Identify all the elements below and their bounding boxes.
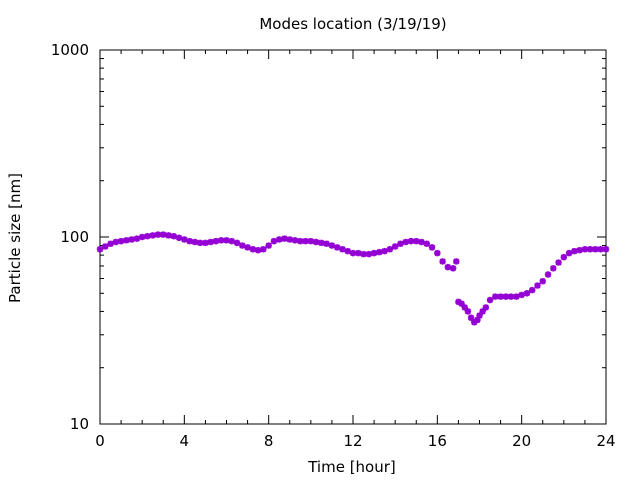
- data-series: [96, 231, 610, 326]
- data-point: [297, 237, 304, 245]
- x-axis-title: Time [hour]: [307, 458, 396, 476]
- data-point: [138, 233, 146, 241]
- data-point: [453, 258, 460, 265]
- data-point: [423, 240, 430, 247]
- data-point: [144, 232, 151, 240]
- data-point: [449, 265, 457, 272]
- x-tick-label: 4: [180, 432, 190, 450]
- x-tick-label: 12: [343, 432, 362, 450]
- y-axis-title: Particle size [nm]: [6, 173, 24, 303]
- data-point: [418, 238, 425, 246]
- x-tick-label: 24: [596, 432, 615, 450]
- data-point: [565, 249, 573, 257]
- data-point: [381, 247, 388, 255]
- y-tick-label: 1000: [51, 41, 89, 59]
- data-point: [391, 243, 399, 250]
- data-point: [544, 271, 552, 278]
- data-point: [397, 240, 404, 247]
- data-point: [307, 237, 315, 245]
- data-point: [318, 239, 325, 247]
- data-point: [344, 247, 351, 255]
- data-point: [333, 244, 341, 251]
- data-point: [233, 239, 241, 247]
- data-point: [513, 293, 520, 300]
- data-point: [96, 246, 104, 253]
- data-point: [323, 240, 330, 247]
- x-tick-label: 0: [95, 432, 105, 450]
- data-point: [228, 237, 235, 245]
- data-point: [560, 253, 568, 261]
- data-point: [191, 238, 199, 246]
- data-point: [386, 246, 394, 253]
- data-point: [117, 237, 125, 245]
- data-point: [486, 296, 494, 304]
- y-tick-label: 10: [70, 415, 89, 433]
- data-point: [482, 304, 490, 311]
- data-point: [328, 242, 336, 249]
- data-point: [270, 237, 278, 245]
- data-point: [265, 242, 272, 249]
- x-axis: 0 4 8 12 16 20 24: [95, 50, 616, 450]
- data-point: [349, 249, 357, 257]
- data-point: [439, 258, 446, 265]
- chart-title: Modes location (3/19/19): [259, 15, 446, 33]
- data-point: [534, 282, 541, 289]
- data-point: [175, 234, 183, 242]
- data-point: [592, 246, 599, 253]
- data-point: [149, 232, 156, 239]
- data-point: [539, 278, 546, 285]
- data-point: [133, 235, 141, 242]
- x-tick-label: 16: [428, 432, 447, 450]
- x-tick-label: 8: [264, 432, 274, 450]
- data-point: [207, 238, 214, 246]
- data-point: [555, 259, 562, 266]
- data-point: [464, 308, 472, 315]
- data-point: [181, 236, 188, 243]
- data-point: [602, 246, 610, 253]
- data-point: [218, 237, 225, 244]
- data-point: [244, 244, 251, 251]
- data-point: [529, 286, 536, 294]
- data-point: [260, 246, 267, 253]
- data-point: [523, 290, 531, 297]
- data-point: [444, 263, 452, 271]
- data-point: [107, 240, 114, 247]
- data-point: [170, 232, 177, 240]
- data-point: [518, 291, 525, 299]
- data-point: [339, 246, 346, 253]
- x-tick-label: 20: [512, 432, 531, 450]
- data-point: [550, 265, 557, 272]
- data-point: [102, 243, 109, 250]
- y-tick-label: 100: [60, 228, 89, 246]
- data-point: [434, 249, 441, 257]
- data-point: [360, 250, 367, 258]
- data-point: [428, 244, 436, 251]
- y-axis: 10 100 1000: [51, 41, 606, 433]
- data-point: [239, 242, 246, 249]
